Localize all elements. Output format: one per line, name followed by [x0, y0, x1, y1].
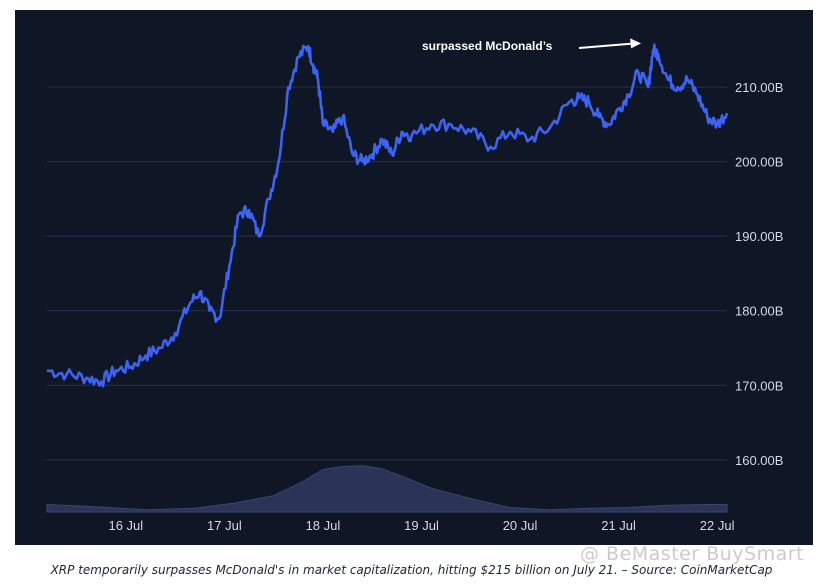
y-tick-label: 180.00B: [735, 304, 783, 319]
y-tick-label: 170.00B: [735, 378, 783, 393]
x-tick-label: 18 Jul: [306, 518, 341, 533]
y-tick-label: 200.00B: [735, 155, 783, 170]
x-tick-label: 19 Jul: [404, 518, 439, 533]
chart-panel: 160.00B 170.00B 180.00B 190.00B 200.00B 210.0…: [15, 10, 813, 545]
x-tick-label: 20 Jul: [503, 518, 538, 533]
watermark: @ BeMaster BuySmart: [580, 543, 804, 565]
chart-caption: XRP temporarily surpasses McDonald's in …: [50, 563, 773, 577]
y-tick-label: 210.00B: [735, 80, 783, 95]
x-tick-label: 21 Jul: [601, 518, 636, 533]
x-tick-label: 16 Jul: [108, 518, 143, 533]
market-cap-line: [46, 43, 729, 388]
annotation-arrowhead: [630, 38, 642, 49]
x-tick-label: 22 Jul: [700, 518, 735, 533]
x-tick-label: 17 Jul: [207, 518, 242, 533]
annotation-arrow: [578, 42, 636, 49]
market-cap-chart: 160.00B 170.00B 180.00B 190.00B 200.00B 210.0…: [46, 38, 783, 533]
annotation-label: surpassed McDonald’s: [422, 39, 553, 53]
y-tick-label: 160.00B: [735, 453, 783, 468]
volume-area: [46, 465, 728, 513]
y-tick-label: 190.00B: [735, 229, 783, 244]
